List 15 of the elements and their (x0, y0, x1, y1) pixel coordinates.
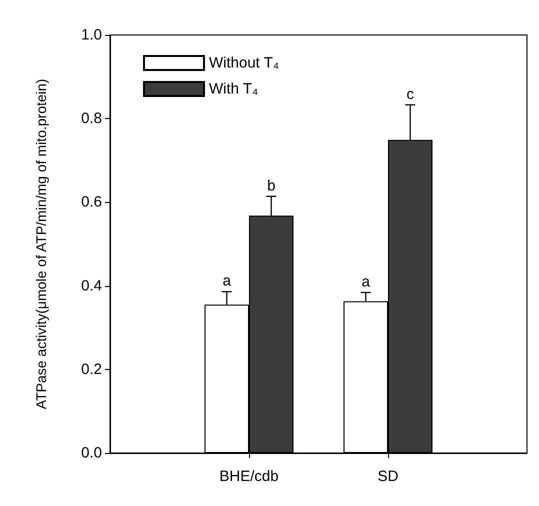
x-tick-label: BHE/cdb (219, 468, 279, 485)
y-tick-label: 1.0 (81, 26, 102, 44)
legend-label: With T₄ (209, 80, 258, 98)
y-tick-label: 0.0 (81, 444, 102, 462)
y-tick-label: 0.2 (81, 360, 102, 378)
y-tick-label: 0.6 (81, 194, 102, 211)
data-label: a (222, 272, 232, 290)
x-tick-label: SD (378, 468, 399, 485)
legend-label: Without T₄ (209, 54, 280, 72)
y-tick-label: 0.4 (81, 277, 102, 294)
y-axis-title: ATPase activity(μmole of ATP/min/mg of mito.protein) (33, 78, 49, 410)
data-label: c (406, 86, 414, 103)
data-label: b (267, 177, 276, 194)
data-label: a (362, 273, 371, 290)
y-tick-label: 0.8 (81, 110, 102, 128)
